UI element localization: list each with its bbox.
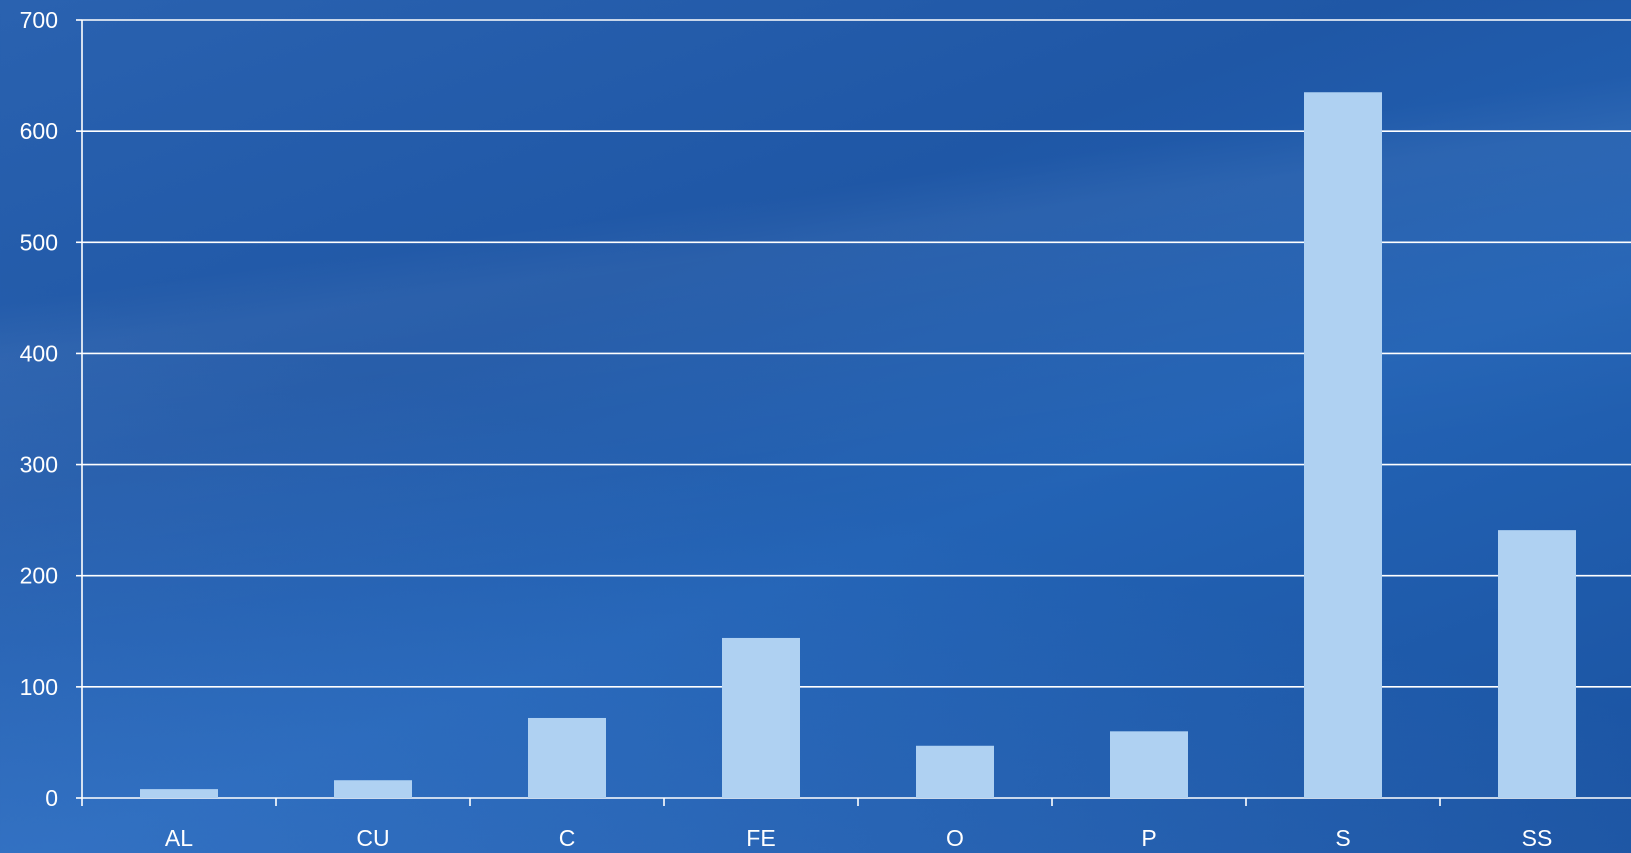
- x-tick-label: FE: [746, 825, 775, 851]
- bar-o: [916, 745, 994, 798]
- y-tick-label: 600: [20, 118, 58, 144]
- x-tick-label: P: [1141, 825, 1156, 851]
- bar-al: [140, 789, 218, 798]
- y-tick-label: 400: [20, 340, 58, 366]
- bar-ss: [1498, 530, 1576, 798]
- bar-cu: [334, 780, 412, 798]
- y-tick-label: 700: [20, 7, 58, 33]
- x-tick-label: SS: [1522, 825, 1553, 851]
- y-tick-label: 300: [20, 452, 58, 478]
- x-tick-label: C: [559, 825, 576, 851]
- bar-fe: [722, 637, 800, 798]
- y-tick-label: 100: [20, 674, 58, 700]
- y-tick-label: 500: [20, 229, 58, 255]
- x-tick-label: AL: [165, 825, 193, 851]
- x-tick-label: O: [946, 825, 964, 851]
- x-tick-label: CU: [356, 825, 389, 851]
- y-tick-labels: 0 100 200 300 400 500 600 700: [20, 7, 58, 811]
- y-tick-label: 200: [20, 563, 58, 589]
- bar-s: [1304, 92, 1382, 798]
- axes: [76, 19, 1631, 806]
- gridlines: [82, 19, 1631, 688]
- bars: [140, 92, 1576, 798]
- bar-p: [1110, 731, 1188, 798]
- bar-c: [528, 717, 606, 798]
- x-tick-label: S: [1335, 825, 1350, 851]
- x-tick-labels: AL CU C FE O P S SS: [165, 825, 1552, 851]
- y-tick-label: 0: [45, 785, 58, 811]
